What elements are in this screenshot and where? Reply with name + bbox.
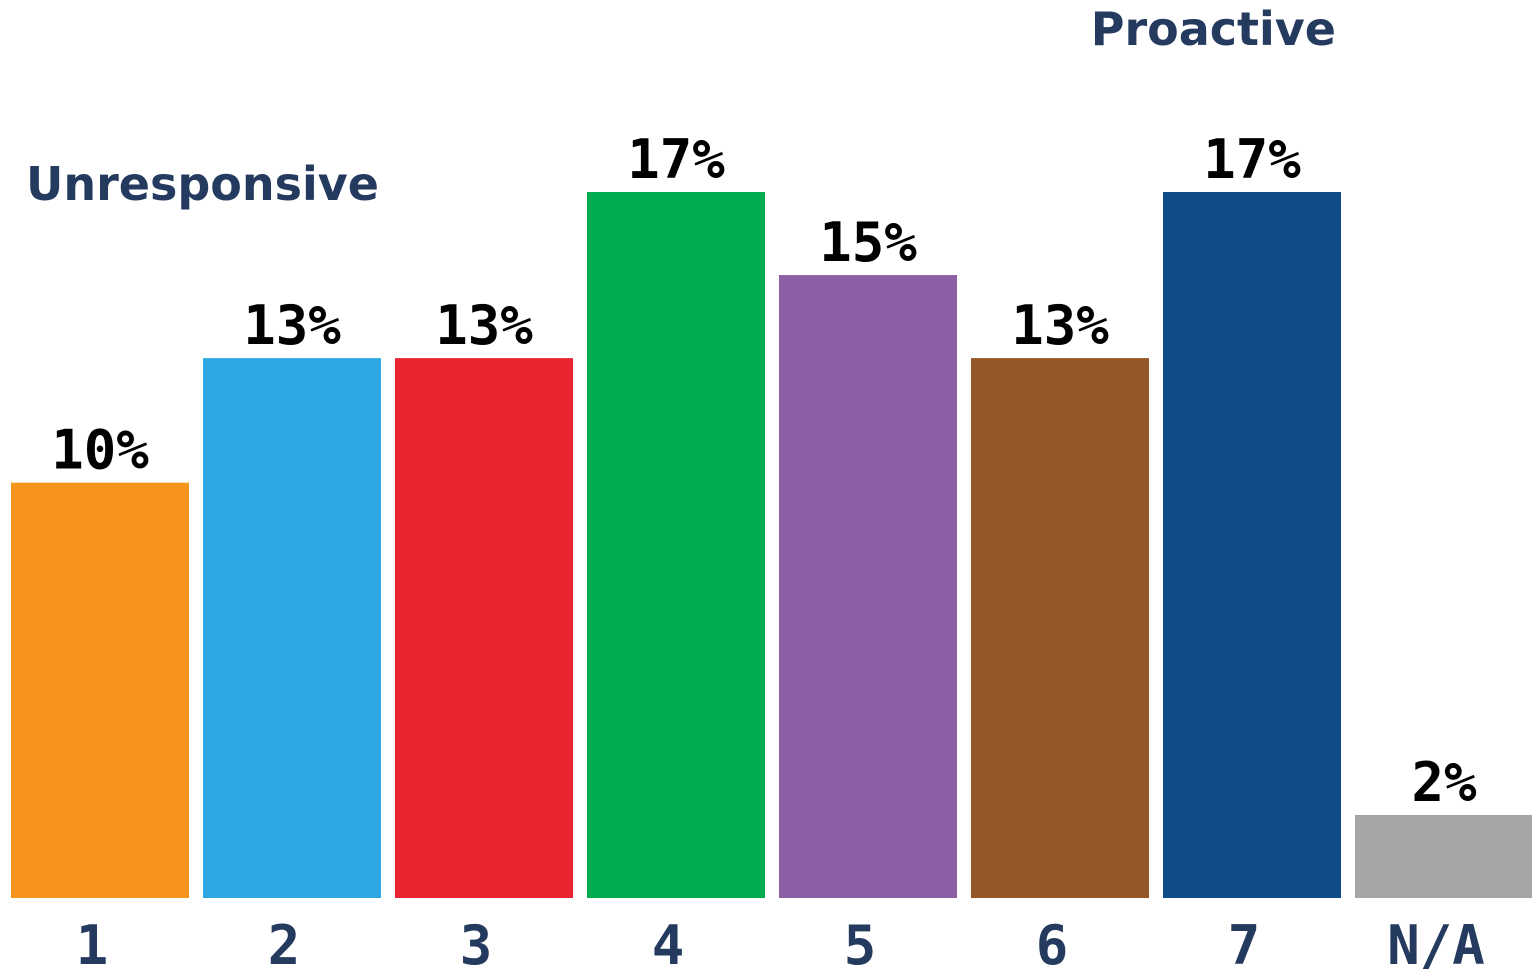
data-label-2: 13% xyxy=(243,294,341,357)
bar-5 xyxy=(779,275,957,898)
bar-6 xyxy=(971,358,1149,898)
x-tick-label-1: 1 xyxy=(76,914,109,976)
x-tick-label-6: 6 xyxy=(1036,914,1069,976)
x-axis-ticks-group: 1 2 3 4 5 6 7 N/A xyxy=(76,914,1485,976)
value-labels-group: 10% 13% 13% 17% 15% 13% 17% 2% xyxy=(51,128,1477,814)
data-label-5: 15% xyxy=(819,211,917,274)
data-label-1: 10% xyxy=(51,419,149,482)
x-tick-label-4: 4 xyxy=(652,914,685,976)
bar-na xyxy=(1355,814,1532,898)
data-label-na: 2% xyxy=(1411,751,1477,814)
data-label-3: 13% xyxy=(435,294,533,357)
x-tick-label-na: N/A xyxy=(1387,914,1485,976)
x-tick-label-5: 5 xyxy=(844,914,877,976)
data-label-4: 17% xyxy=(627,128,725,191)
annotation-proactive: Proactive xyxy=(1091,2,1336,56)
x-tick-label-2: 2 xyxy=(268,914,301,976)
bars-group xyxy=(11,192,1532,898)
bar-7 xyxy=(1163,192,1341,898)
bar-4 xyxy=(587,192,765,898)
annotation-unresponsive: Unresponsive xyxy=(26,157,379,211)
bar-1 xyxy=(11,482,189,898)
data-label-6: 13% xyxy=(1011,294,1109,357)
x-tick-label-7: 7 xyxy=(1228,914,1261,976)
data-label-7: 17% xyxy=(1203,128,1301,191)
bar-2 xyxy=(203,358,381,898)
x-tick-label-3: 3 xyxy=(460,914,493,976)
bar-3 xyxy=(395,358,573,898)
